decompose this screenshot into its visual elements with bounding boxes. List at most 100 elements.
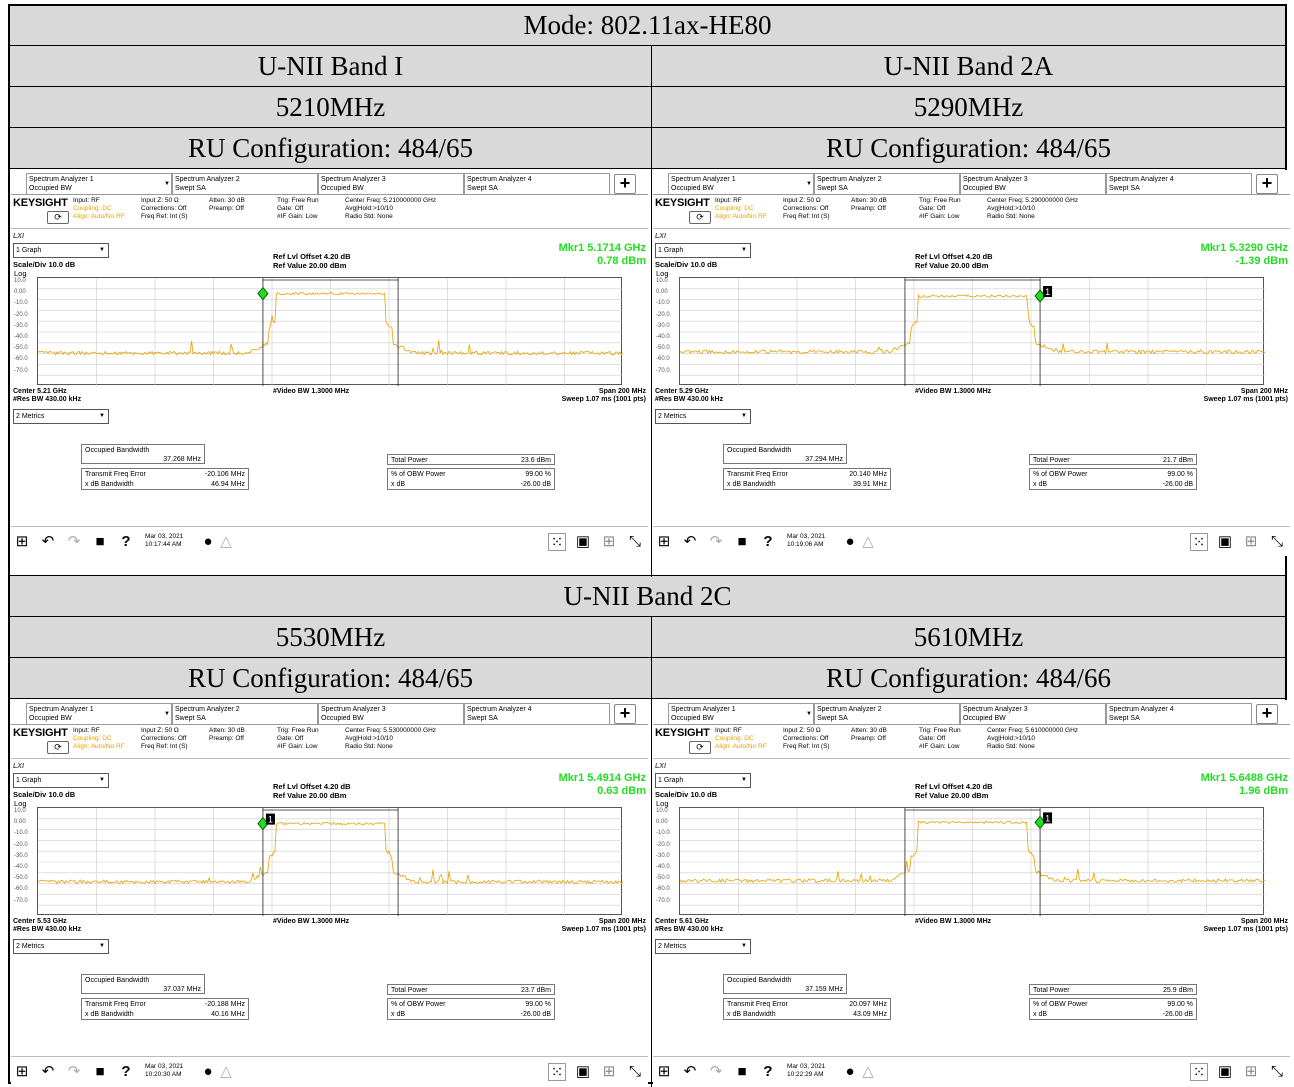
trigger-settings[interactable]: Trig: Free Run Gate: Off #IF Gain: Low xyxy=(919,197,961,220)
spectrum-plot[interactable] xyxy=(37,277,624,386)
redo-icon[interactable]: ↷ xyxy=(709,533,723,550)
spectrum-plot[interactable]: 1 xyxy=(679,277,1266,386)
tab-spectrum-analyzer-2[interactable]: Spectrum Analyzer 2 Swept SA xyxy=(814,703,960,724)
keypad-icon[interactable]: ⁙ xyxy=(548,1063,566,1081)
undo-icon[interactable]: ↶ xyxy=(41,1063,55,1080)
warning-icon[interactable]: △ xyxy=(220,533,232,550)
undo-icon[interactable]: ↶ xyxy=(683,533,697,550)
layout-icon[interactable]: ⊞ xyxy=(602,533,616,550)
layout-icon[interactable]: ⊞ xyxy=(1244,1063,1258,1080)
redo-icon[interactable]: ↷ xyxy=(709,1063,723,1080)
warning-icon[interactable]: △ xyxy=(862,533,874,550)
control-icon[interactable]: ⟳ xyxy=(47,211,69,224)
input-settings[interactable]: Input: RF Coupling: DC Align: Auto/No RF xyxy=(715,197,767,220)
windows-icon[interactable]: ⊞ xyxy=(657,533,671,550)
add-screen-button[interactable]: + xyxy=(1256,704,1278,724)
tab-spectrum-analyzer-3[interactable]: Spectrum Analyzer 3 Occupied BW xyxy=(318,173,464,194)
tab-spectrum-analyzer-2[interactable]: Spectrum Analyzer 2 Swept SA xyxy=(172,703,318,724)
tab-spectrum-analyzer-1[interactable]: Spectrum Analyzer 1 Occupied BW ▼ xyxy=(26,173,172,194)
metrics-select[interactable]: 2 Metrics ▼ xyxy=(655,409,751,424)
input-settings[interactable]: Input: RF Coupling: DC Align: Auto/No RF xyxy=(73,197,125,220)
input-z-settings[interactable]: Input Z: 50 Ω Corrections: Off Freq Ref: I… xyxy=(141,727,188,750)
atten-settings[interactable]: Atten: 30 dB Preamp: Off xyxy=(209,197,245,212)
redo-icon[interactable]: ↷ xyxy=(67,1063,81,1080)
tab-spectrum-analyzer-3[interactable]: Spectrum Analyzer 3 Occupied BW xyxy=(960,703,1106,724)
windows-icon[interactable]: ⊞ xyxy=(15,533,29,550)
redo-icon[interactable]: ↷ xyxy=(67,533,81,550)
file-icon[interactable]: ■ xyxy=(95,533,105,550)
layout-icon[interactable]: ⊞ xyxy=(602,1063,616,1080)
warning-icon[interactable]: △ xyxy=(220,1063,232,1080)
graph-select[interactable]: 1 Graph ▼ xyxy=(655,773,751,788)
undo-icon[interactable]: ↶ xyxy=(683,1063,697,1080)
layout-icon[interactable]: ⊞ xyxy=(1244,533,1258,550)
input-z-settings[interactable]: Input Z: 50 Ω Corrections: Off Freq Ref: I… xyxy=(141,197,188,220)
help-icon[interactable]: ? xyxy=(763,533,773,550)
keypad-icon[interactable]: ⁙ xyxy=(1190,1063,1208,1081)
control-icon[interactable]: ⟳ xyxy=(689,211,711,224)
tab-spectrum-analyzer-1[interactable]: Spectrum Analyzer 1 Occupied BW ▼ xyxy=(668,703,814,724)
control-icon[interactable]: ⟳ xyxy=(47,741,69,754)
graph-select[interactable]: 1 Graph ▼ xyxy=(655,243,751,258)
fullscreen-icon[interactable]: ⤡ xyxy=(628,1063,641,1080)
metrics-select[interactable]: 2 Metrics ▼ xyxy=(655,939,751,954)
input-settings[interactable]: Input: RF Coupling: DC Align: Auto/No RF xyxy=(73,727,125,750)
file-icon[interactable]: ■ xyxy=(737,1063,747,1080)
freq-settings[interactable]: Center Freq: 5.290000000 GHz Avg|Hold:>10… xyxy=(987,197,1079,220)
freq-settings[interactable]: Center Freq: 5.610000000 GHz Avg|Hold:>10… xyxy=(987,727,1079,750)
tab-spectrum-analyzer-1[interactable]: Spectrum Analyzer 1 Occupied BW ▼ xyxy=(26,703,172,724)
tab-spectrum-analyzer-4[interactable]: Spectrum Analyzer 4 Swept SA xyxy=(1106,703,1252,724)
add-screen-button[interactable]: + xyxy=(614,174,636,194)
tab-spectrum-analyzer-2[interactable]: Spectrum Analyzer 2 Swept SA xyxy=(814,173,960,194)
tab-spectrum-analyzer-3[interactable]: Spectrum Analyzer 3 Occupied BW xyxy=(960,173,1106,194)
fullscreen-icon[interactable]: ⤡ xyxy=(1270,1063,1283,1080)
touch-icon[interactable]: ▣ xyxy=(575,533,591,550)
help-icon[interactable]: ? xyxy=(121,533,131,550)
message-icon[interactable]: ● xyxy=(203,533,213,550)
touch-icon[interactable]: ▣ xyxy=(1217,533,1233,550)
windows-icon[interactable]: ⊞ xyxy=(657,1063,671,1080)
atten-settings[interactable]: Atten: 30 dB Preamp: Off xyxy=(851,727,887,742)
trigger-settings[interactable]: Trig: Free Run Gate: Off #IF Gain: Low xyxy=(277,727,319,750)
atten-settings[interactable]: Atten: 30 dB Preamp: Off xyxy=(209,727,245,742)
graph-select[interactable]: 1 Graph ▼ xyxy=(13,243,109,258)
tab-spectrum-analyzer-2[interactable]: Spectrum Analyzer 2 Swept SA xyxy=(172,173,318,194)
metrics-select[interactable]: 2 Metrics ▼ xyxy=(13,409,109,424)
message-icon[interactable]: ● xyxy=(845,533,855,550)
fullscreen-icon[interactable]: ⤡ xyxy=(1270,533,1283,550)
input-settings[interactable]: Input: RF Coupling: DC Align: Auto/No RF xyxy=(715,727,767,750)
keypad-icon[interactable]: ⁙ xyxy=(1190,533,1208,551)
freq-settings[interactable]: Center Freq: 5.210000000 GHz Avg|Hold:>10… xyxy=(345,197,437,220)
freq-settings[interactable]: Center Freq: 5.530000000 GHz Avg|Hold:>10… xyxy=(345,727,437,750)
help-icon[interactable]: ? xyxy=(121,1063,131,1080)
trigger-settings[interactable]: Trig: Free Run Gate: Off #IF Gain: Low xyxy=(277,197,319,220)
spectrum-plot[interactable]: 1 xyxy=(37,807,624,916)
windows-icon[interactable]: ⊞ xyxy=(15,1063,29,1080)
control-icon[interactable]: ⟳ xyxy=(689,741,711,754)
tab-spectrum-analyzer-1[interactable]: Spectrum Analyzer 1 Occupied BW ▼ xyxy=(668,173,814,194)
keypad-icon[interactable]: ⁙ xyxy=(548,533,566,551)
message-icon[interactable]: ● xyxy=(845,1063,855,1080)
add-screen-button[interactable]: + xyxy=(614,704,636,724)
touch-icon[interactable]: ▣ xyxy=(575,1063,591,1080)
warning-icon[interactable]: △ xyxy=(862,1063,874,1080)
tab-spectrum-analyzer-4[interactable]: Spectrum Analyzer 4 Swept SA xyxy=(1106,173,1252,194)
help-icon[interactable]: ? xyxy=(763,1063,773,1080)
graph-select[interactable]: 1 Graph ▼ xyxy=(13,773,109,788)
fullscreen-icon[interactable]: ⤡ xyxy=(628,533,641,550)
tab-spectrum-analyzer-4[interactable]: Spectrum Analyzer 4 Swept SA xyxy=(464,703,610,724)
tab-spectrum-analyzer-4[interactable]: Spectrum Analyzer 4 Swept SA xyxy=(464,173,610,194)
message-icon[interactable]: ● xyxy=(203,1063,213,1080)
metrics-select[interactable]: 2 Metrics ▼ xyxy=(13,939,109,954)
touch-icon[interactable]: ▣ xyxy=(1217,1063,1233,1080)
add-screen-button[interactable]: + xyxy=(1256,174,1278,194)
undo-icon[interactable]: ↶ xyxy=(41,533,55,550)
file-icon[interactable]: ■ xyxy=(737,533,747,550)
file-icon[interactable]: ■ xyxy=(95,1063,105,1080)
spectrum-plot[interactable]: 1 xyxy=(679,807,1266,916)
trigger-settings[interactable]: Trig: Free Run Gate: Off #IF Gain: Low xyxy=(919,727,961,750)
tab-spectrum-analyzer-3[interactable]: Spectrum Analyzer 3 Occupied BW xyxy=(318,703,464,724)
input-z-settings[interactable]: Input Z: 50 Ω Corrections: Off Freq Ref: I… xyxy=(783,727,830,750)
atten-settings[interactable]: Atten: 30 dB Preamp: Off xyxy=(851,197,887,212)
input-z-settings[interactable]: Input Z: 50 Ω Corrections: Off Freq Ref: I… xyxy=(783,197,830,220)
